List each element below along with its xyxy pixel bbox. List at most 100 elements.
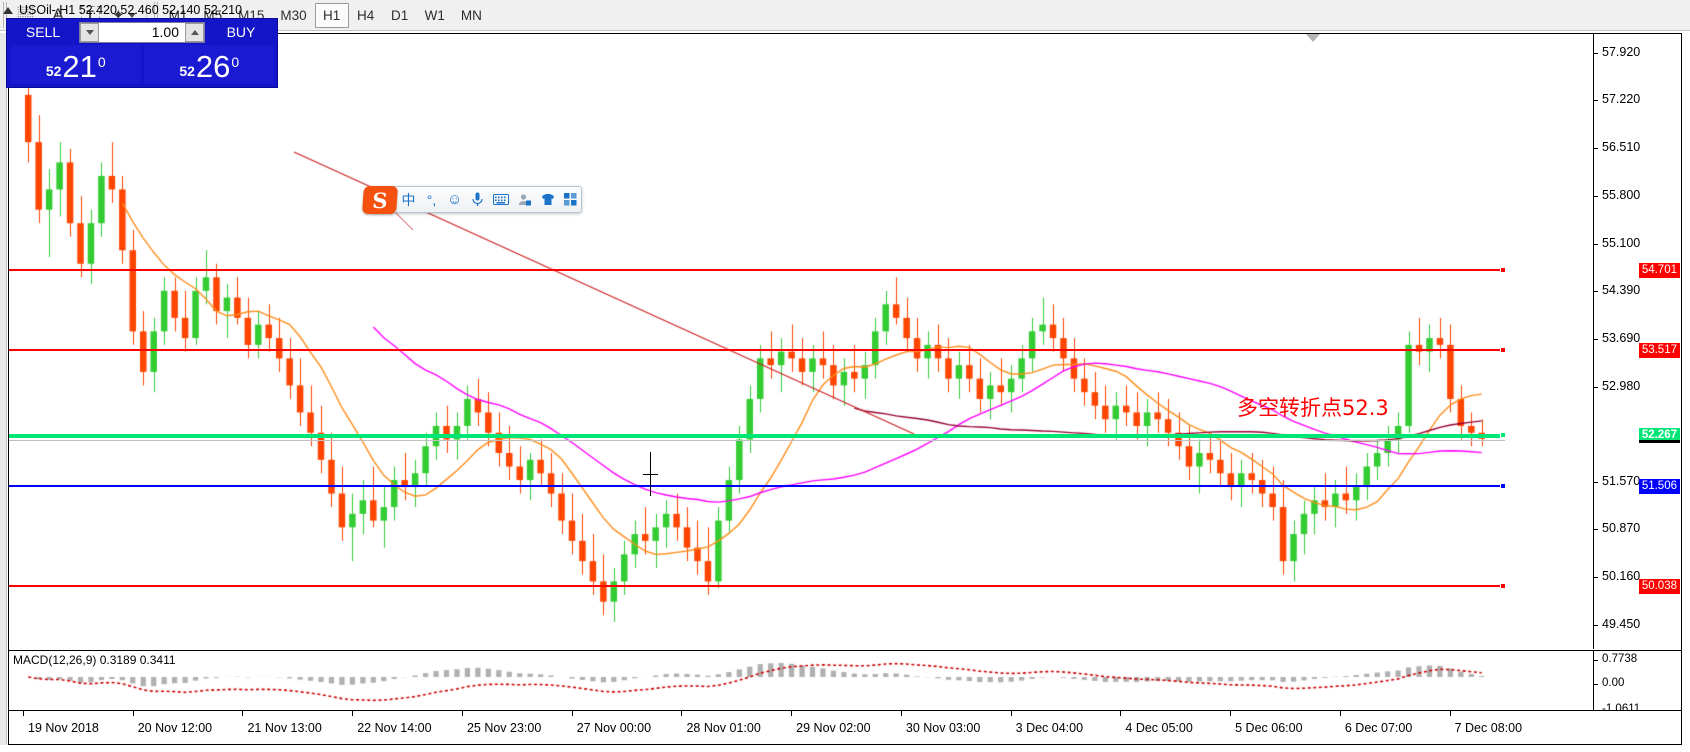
time-tick [1120, 711, 1122, 716]
price-canvas[interactable] [9, 34, 1593, 649]
level-line-support-2[interactable] [9, 584, 1505, 587]
level-badge-pivot[interactable]: 52.267 [1638, 427, 1680, 443]
price-tick-label: 57.920 [1602, 44, 1641, 59]
time-tick [571, 711, 573, 716]
level-line-resistance-2[interactable] [9, 349, 1505, 352]
price-pane[interactable]: 57.920 57.220 56.510 55.800 55.100 54.390 53.6… [9, 34, 1681, 649]
price-tick-label: 55.800 [1602, 188, 1641, 203]
price-tick [1594, 386, 1598, 388]
skin-icon[interactable] [540, 190, 555, 210]
symbol-ohlc-text: USOil-,H1 52.420 52.460 52.140 52.210 [19, 3, 243, 17]
macd-canvas[interactable] [9, 651, 1593, 711]
one-click-trade-panel[interactable]: SELL 1.00 BUY 52 21 0 52 26 0 [6, 18, 278, 88]
price-tick [1594, 196, 1598, 198]
timeframe-d1[interactable]: D1 [391, 7, 409, 23]
level-handle-pivot[interactable] [1500, 431, 1506, 438]
time-tick-label: 20 Nov 12:00 [137, 721, 213, 735]
chinese-mode-icon[interactable]: 中 [401, 191, 416, 208]
left-scrollbar[interactable] [0, 33, 7, 745]
time-tick-label: 28 Nov 01:00 [686, 721, 761, 735]
sell-price-box[interactable]: 52 21 0 [10, 45, 141, 84]
volume-stepper[interactable]: 1.00 [79, 21, 205, 43]
time-tick [461, 711, 463, 716]
volume-decrement-button[interactable] [80, 22, 99, 42]
level-line-support-1[interactable] [9, 485, 1505, 488]
buy-price-box[interactable]: 52 26 0 [143, 45, 274, 84]
timeframe-h4[interactable]: H4 [357, 7, 375, 23]
buy-button[interactable]: BUY [226, 24, 256, 40]
emoji-icon[interactable]: ☺ [447, 191, 463, 208]
price-tick [1594, 243, 1598, 245]
chevron-down-icon[interactable] [127, 12, 136, 18]
level-handle-resistance-1[interactable] [1500, 267, 1506, 274]
macd-axis-label: 0.00 [1602, 677, 1625, 689]
time-tick-label: 4 Dec 05:00 [1125, 721, 1193, 735]
sell-price-main: 21 [62, 49, 97, 84]
collapse-triangle-icon[interactable] [3, 6, 13, 14]
trade-panel-prices: 52 21 0 52 26 0 [7, 45, 277, 87]
macd-axis-label: 0.7738 [1602, 653, 1638, 665]
text-label-glyph: A [52, 5, 64, 24]
last-price-line [9, 439, 1505, 441]
sell-button[interactable]: SELL [25, 24, 61, 40]
timeframe-w1[interactable]: W1 [424, 7, 445, 23]
price-tick [1594, 338, 1598, 340]
level-line-resistance-1[interactable] [9, 269, 1505, 272]
price-tick-label: 56.510 [1602, 140, 1641, 155]
price-tick-label: 51.570 [1602, 474, 1641, 489]
level-handle-support-1[interactable] [1500, 483, 1506, 490]
price-tick-label: 57.220 [1602, 92, 1641, 107]
time-tick-label: 27 Nov 00:00 [576, 721, 652, 735]
timeframe-grip[interactable] [151, 2, 159, 28]
price-axis[interactable]: 57.920 57.220 56.510 55.800 55.100 54.390 53.6… [1593, 34, 1681, 649]
time-tick-label: 25 Nov 23:00 [466, 721, 542, 735]
level-handle-support-2[interactable] [1500, 582, 1506, 589]
toolbar-grip[interactable] [1, 2, 8, 28]
price-tick [1594, 52, 1598, 54]
level-badge-support-2[interactable]: 50.038 [1638, 578, 1680, 594]
symbol-bar: USOil-,H1 52.420 52.460 52.140 52.210 [3, 2, 242, 18]
buy-price-prefix: 52 [179, 63, 195, 79]
text-label-icon[interactable]: A [42, 2, 74, 29]
macd-axis: 0.7738 0.00 -1.0611 [1593, 651, 1681, 715]
volume-increment-button[interactable] [185, 22, 204, 42]
price-tick [1594, 291, 1598, 293]
time-tick [791, 711, 793, 716]
level-line-pivot[interactable] [9, 433, 1505, 438]
time-tick-label: 30 Nov 03:00 [905, 721, 981, 735]
time-tick-label: 22 Nov 14:00 [357, 721, 432, 735]
time-tick [23, 711, 24, 716]
price-tick [1594, 577, 1598, 579]
chart-frame: 57.920 57.220 56.510 55.800 55.100 54.390 53.6… [8, 33, 1682, 745]
timeframe-h1[interactable]: H1 [314, 2, 349, 28]
time-tick [1230, 711, 1232, 716]
sogou-logo-icon[interactable]: S [362, 186, 398, 214]
buy-price-main: 26 [195, 49, 231, 84]
user-icon[interactable] [517, 190, 532, 210]
soft-keyboard-icon[interactable] [493, 190, 510, 210]
time-axis[interactable]: 19 Nov 2018 20 Nov 12:00 21 Nov 13:00 22 No… [9, 710, 1681, 744]
level-badge-resistance-1[interactable]: 54.701 [1638, 263, 1680, 279]
price-tick-label: 53.690 [1602, 330, 1641, 345]
level-handle-resistance-2[interactable] [1500, 347, 1506, 354]
price-tick-label: 55.100 [1602, 235, 1641, 250]
punctuation-icon[interactable]: °, [426, 191, 437, 208]
chart-annotation: 多空转折点52.3 [1237, 396, 1389, 420]
level-badge-support-1[interactable]: 51.506 [1638, 479, 1680, 495]
trade-panel-top-row: SELL 1.00 BUY [7, 19, 277, 45]
time-tick [1010, 711, 1012, 716]
price-tick-label: 50.160 [1602, 569, 1641, 584]
time-tick [132, 711, 134, 716]
buy-price-sup: 0 [231, 54, 240, 70]
main-toolbar: F A T ✦ M1 M5 M15 M30 H1 H4 D1 W1 MN [0, 0, 1690, 31]
timeframe-mn[interactable]: MN [460, 7, 482, 23]
timeframe-m30[interactable]: M30 [280, 7, 307, 23]
sogou-ime-toolbar[interactable]: S 中 °, ☺ [362, 186, 583, 214]
time-tick [242, 711, 244, 716]
toolbox-icon[interactable] [563, 190, 578, 210]
voice-input-icon[interactable] [470, 190, 485, 210]
macd-pane[interactable]: 0.7738 0.00 -1.0611 MACD(12,26,9) 0.3189 0… [9, 650, 1681, 715]
volume-value[interactable]: 1.00 [151, 24, 179, 40]
level-badge-resistance-2[interactable]: 53.517 [1638, 343, 1680, 359]
price-tick-label: 54.390 [1602, 283, 1641, 298]
